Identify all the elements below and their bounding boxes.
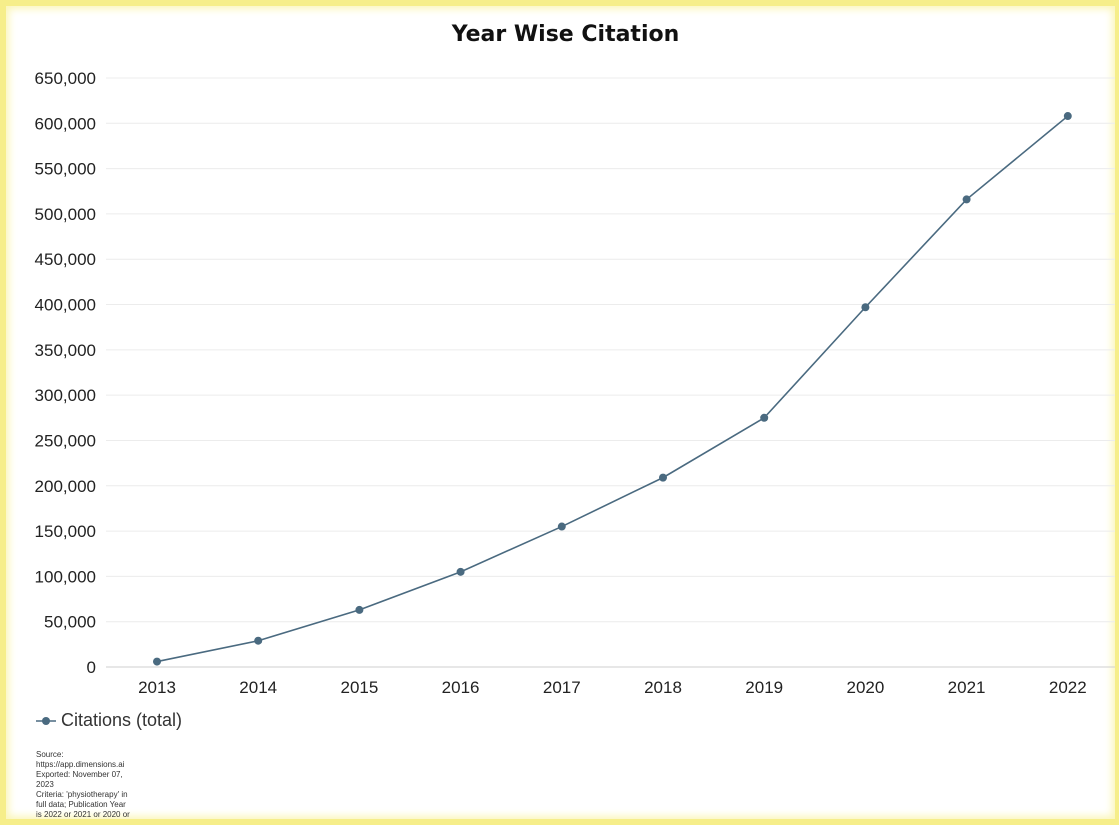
x-tick-label: 2015: [340, 678, 378, 697]
data-point: [861, 303, 870, 312]
y-tick-label: 50,000: [44, 613, 96, 632]
source-line: Source:: [36, 750, 64, 759]
y-tick-label: 150,000: [35, 522, 96, 541]
x-tick-label: 2022: [1049, 678, 1087, 697]
data-point: [355, 605, 364, 614]
data-point: [153, 657, 161, 666]
source-url: https://app.dimensions.ai: [36, 760, 125, 769]
x-tick-label: 2021: [948, 678, 986, 697]
line-chart: 0 50,000 100,000 150,000 200,000 250,000 300,0…: [35, 69, 1115, 697]
x-tick-label: 2013: [138, 678, 176, 697]
criteria-line: Criteria: 'physiotherapy' in: [36, 790, 128, 799]
y-tick-label: 600,000: [35, 114, 96, 133]
data-point: [1063, 112, 1072, 121]
x-tick-label: 2020: [846, 678, 884, 697]
legend-marker-icon: [36, 716, 56, 725]
export-date: Exported: November 07,: [36, 770, 123, 779]
series-line: [156, 115, 1069, 663]
x-tick-label: 2016: [442, 678, 480, 697]
legend: Citations (total): [36, 710, 182, 731]
y-tick-label: 300,000: [35, 386, 96, 405]
source-note: Source: https://app.dimensions.ai Export…: [36, 750, 156, 819]
y-tick-label: 550,000: [35, 160, 96, 179]
y-tick-label: 250,000: [35, 431, 96, 450]
data-point: [760, 413, 769, 422]
y-tick-label: 100,000: [35, 567, 96, 586]
y-tick-label: 400,000: [35, 296, 96, 315]
data-point: [456, 567, 465, 576]
legend-label: Citations (total): [61, 710, 183, 730]
y-tick-label: 350,000: [35, 341, 96, 360]
chart-title: Year Wise Citation: [451, 22, 680, 47]
series-citations: [153, 112, 1072, 666]
y-tick-label: 450,000: [35, 250, 96, 269]
x-tick-label: 2018: [644, 678, 682, 697]
data-point: [254, 636, 263, 645]
criteria-line: full data; Publication Year: [36, 800, 126, 809]
x-tick-label: 2014: [239, 678, 277, 697]
y-tick-label: 650,000: [35, 69, 96, 88]
y-tick-label: 200,000: [35, 477, 96, 496]
data-point: [557, 522, 566, 531]
data-point: [659, 473, 667, 482]
y-tick-labels: 0 50,000 100,000 150,000 200,000 250,000 300,0…: [35, 69, 96, 677]
grid-lines: [106, 77, 1115, 623]
x-tick-labels: 2013 2014 2015 2016 2017 2018 2019 2020 2021 2022: [138, 678, 1087, 697]
data-point: [962, 195, 971, 204]
x-tick-label: 2017: [543, 678, 581, 697]
x-tick-label: 2019: [745, 678, 783, 697]
criteria-line: is 2022 or 2021 or 2020 or: [36, 810, 130, 819]
y-tick-label: 500,000: [35, 205, 96, 224]
y-tick-label: 0: [87, 658, 96, 677]
export-year: 2023: [36, 780, 54, 789]
